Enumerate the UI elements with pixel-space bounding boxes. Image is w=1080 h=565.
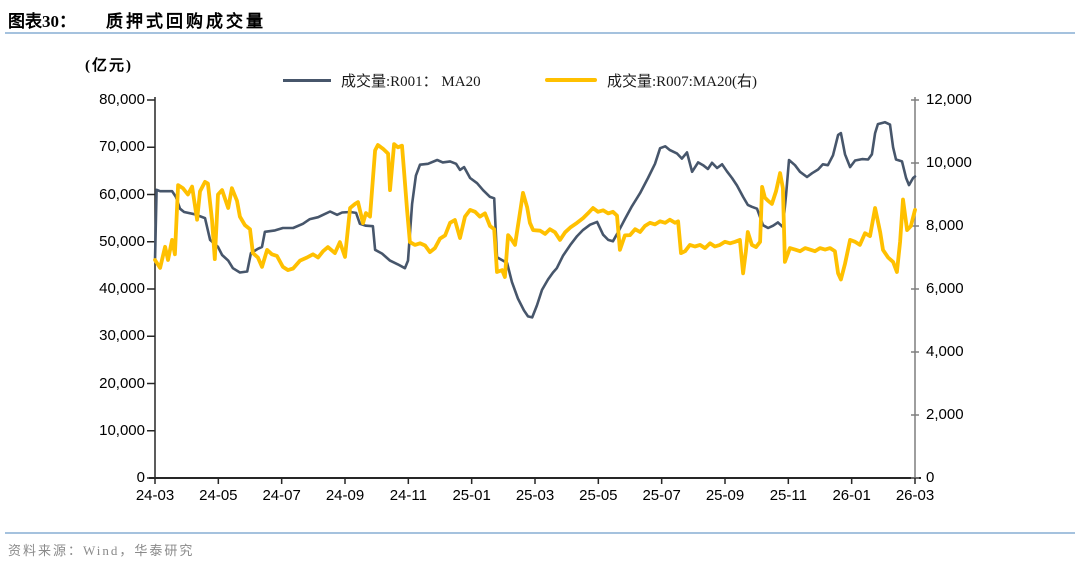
figure-title-row: 图表30： 质押式回购成交量	[8, 7, 266, 32]
right-axis-tick-label: 0	[926, 469, 935, 486]
source-note: 资料来源：Wind，华泰研究	[8, 543, 195, 558]
legend-label-r007: 成交量:R007:MA20(右)	[607, 73, 758, 90]
left-axis-tick-label: 50,000	[99, 232, 145, 250]
series-line-r001	[153, 120, 917, 319]
figure-number-label: 图表30：	[8, 12, 76, 31]
right-axis-tick-label: 12,000	[926, 91, 972, 108]
x-axis-tick-label: 25-05	[579, 487, 618, 504]
legend-label-r001: 成交量:R001： MA20	[341, 73, 481, 90]
x-axis-tick-label: 25-03	[515, 487, 555, 504]
left-axis-tick-label: 40,000	[99, 280, 145, 297]
legend-line-swatch-r001	[283, 78, 331, 82]
x-axis-tick-label: 24-03	[135, 487, 175, 504]
x-axis-tick-label: 24-05	[199, 487, 238, 504]
title-underline-rule	[5, 32, 1075, 34]
right-axis-tick-label: 2,000	[926, 406, 964, 423]
left-axis-tick-label: 80,000	[99, 91, 145, 108]
figure-title: 质押式回购成交量	[106, 12, 266, 31]
legend-item-r007: 成交量:R007:MA20(右)	[545, 71, 758, 90]
x-axis-tick-label: 26-03	[895, 487, 935, 504]
x-axis-tick-label: 25-11	[769, 487, 807, 504]
left-axis-tick-label: 20,000	[99, 374, 145, 392]
legend-line-swatch-r007	[545, 78, 597, 82]
x-axis-tick-label: 25-09	[705, 487, 745, 504]
x-axis-tick-label: 24-11	[389, 487, 427, 504]
right-axis-tick-label: 8,000	[926, 217, 964, 234]
left-axis-tick-label: 70,000	[99, 138, 145, 156]
x-axis-tick-label: 25-07	[642, 487, 681, 504]
series-line-r007	[153, 142, 917, 282]
left-axis-tick-label: 10,000	[99, 421, 145, 439]
left-axis-tick-label: 60,000	[99, 185, 145, 203]
x-axis-tick-label: 24-09	[325, 487, 365, 504]
left-axis-tick-label: 0	[136, 469, 145, 486]
right-axis-tick-label: 10,000	[926, 154, 972, 171]
right-axis-tick-label: 4,000	[926, 343, 964, 360]
legend-item-r001: 成交量:R001： MA20	[283, 71, 481, 90]
left-axis-tick-label: 30,000	[99, 327, 145, 345]
footer-rule	[5, 532, 1075, 534]
x-axis-tick-label: 25-01	[452, 487, 491, 504]
x-axis-tick-label: 24-07	[262, 487, 301, 504]
x-axis-tick-label: 26-01	[832, 487, 871, 504]
left-axis-unit-label: (亿元)	[85, 58, 133, 74]
right-axis-tick-label: 6,000	[926, 280, 964, 297]
